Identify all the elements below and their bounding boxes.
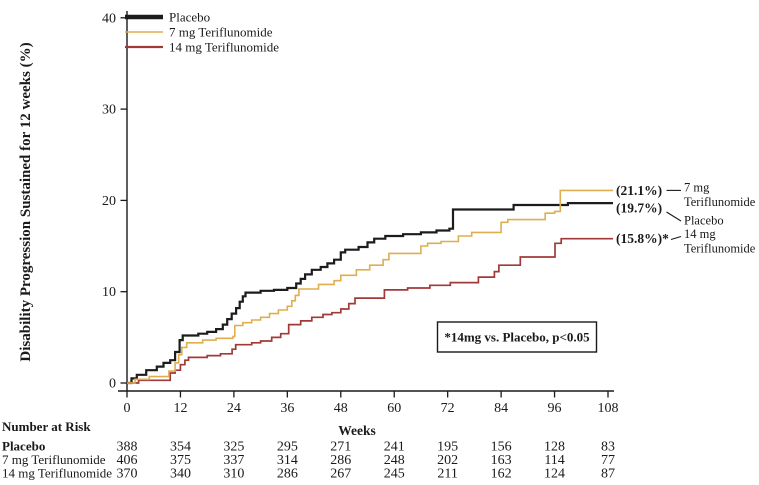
x-tick-label: 96 <box>548 401 562 416</box>
risk-value: 354 <box>170 440 191 455</box>
risk-value: 124 <box>544 467 565 482</box>
risk-value: 286 <box>277 467 298 482</box>
risk-value: 325 <box>223 440 244 455</box>
risk-value: 114 <box>544 453 564 468</box>
end-label-connector <box>666 211 682 222</box>
axes: 0 10 20 30 40 0 12 24 36 48 60 72 84 96 108 <box>102 11 618 416</box>
curve-placebo <box>127 202 613 385</box>
number-at-risk-table: Number at Risk Placebo 388 354 325 295 271 241… <box>2 419 615 482</box>
end-group-label: Teriflunomide <box>684 195 756 209</box>
risk-row-label: Placebo <box>2 439 45 454</box>
curve-7-mg-teriflunomide <box>127 189 613 384</box>
risk-value: 388 <box>117 440 138 455</box>
x-tick-label: 24 <box>227 401 241 416</box>
x-tick-label: 84 <box>494 401 508 416</box>
x-axis-title: Weeks <box>338 423 376 438</box>
curve-end-labels: (21.1%) 7 mgTeriflunomide(19.7%)Placebo(1… <box>616 181 756 256</box>
curve-14-mg-teriflunomide <box>127 237 613 384</box>
end-group-label: Teriflunomide <box>684 242 756 256</box>
risk-value: 245 <box>384 467 405 482</box>
risk-value: 370 <box>117 467 138 482</box>
risk-value: 337 <box>223 453 244 468</box>
end-label-connector <box>670 235 682 241</box>
end-pct-label: (21.1%) <box>616 183 662 198</box>
risk-value: 156 <box>491 440 512 455</box>
risk-value: 162 <box>491 467 512 482</box>
risk-value: 271 <box>330 440 351 455</box>
risk-value: 163 <box>491 453 512 468</box>
risk-value: 248 <box>384 453 405 468</box>
risk-value: 83 <box>601 440 615 455</box>
end-pct-label: (15.8%)* <box>616 231 669 246</box>
y-tick-label: 20 <box>102 194 116 209</box>
risk-value: 87 <box>601 467 615 482</box>
pvalue-annotation-box: *14mg vs. Placebo, p<0.05 <box>436 321 598 353</box>
y-axis-title: Disability Progression Sustained for 12 … <box>18 42 34 361</box>
y-tick-label: 40 <box>102 11 116 26</box>
x-tick-label: 12 <box>173 401 187 416</box>
annotation-text: *14mg vs. Placebo, p<0.05 <box>444 330 590 345</box>
risk-value: 241 <box>384 440 405 455</box>
risk-value: 77 <box>601 453 615 468</box>
risk-value: 314 <box>277 453 298 468</box>
risk-value: 211 <box>437 467 457 482</box>
risk-value: 267 <box>330 467 351 482</box>
y-tick-label: 30 <box>102 103 116 118</box>
risk-row-label: 7 mg Teriflunomide <box>2 452 106 467</box>
annotation-border <box>436 321 598 353</box>
end-group-label: Placebo <box>684 214 724 228</box>
risk-value: 375 <box>170 453 191 468</box>
risk-value: 195 <box>437 440 458 455</box>
risk-value: 340 <box>170 467 191 482</box>
end-group-label: 7 mg <box>684 181 710 195</box>
x-tick-label: 72 <box>441 401 455 416</box>
x-tick-label: 108 <box>597 401 618 416</box>
risk-value: 202 <box>437 453 458 468</box>
end-pct-label: (19.7%) <box>616 201 662 216</box>
risk-value: 406 <box>117 453 138 468</box>
legend-label-14-mg-teriflunomide: 14 mg Teriflunomide <box>169 40 279 55</box>
x-tick-label: 36 <box>280 401 294 416</box>
y-tick-label: 0 <box>109 377 116 392</box>
risk-table-title: Number at Risk <box>2 419 91 434</box>
risk-value: 310 <box>223 467 244 482</box>
risk-value: 128 <box>544 440 565 455</box>
survival-curves <box>127 189 613 385</box>
legend-label-placebo: Placebo <box>169 10 210 25</box>
risk-value: 286 <box>330 453 351 468</box>
legend-label-7-mg-teriflunomide: 7 mg Teriflunomide <box>169 25 273 40</box>
x-tick-label: 60 <box>387 401 401 416</box>
x-tick-label: 48 <box>334 401 348 416</box>
y-tick-label: 10 <box>102 285 116 300</box>
risk-value: 295 <box>277 440 298 455</box>
x-tick-label: 0 <box>124 401 131 416</box>
risk-row-label: 14 mg Teriflunomide <box>2 466 112 481</box>
end-group-label: 14 mg <box>684 227 716 241</box>
